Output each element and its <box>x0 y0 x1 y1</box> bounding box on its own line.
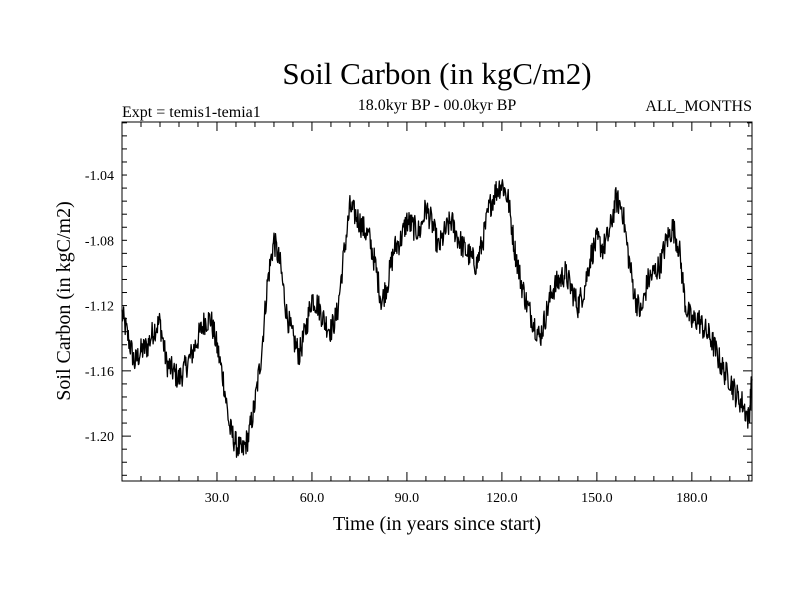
plot-frame <box>121 121 753 482</box>
experiment-label: Expt = temis1-temia1 <box>122 104 261 121</box>
x-tick-label: 120.0 <box>486 491 518 506</box>
x-axis-ticks <box>140 122 750 481</box>
x-tick-label: 60.0 <box>300 491 325 506</box>
y-tick-label: -1.20 <box>85 430 114 445</box>
x-tick-label: 90.0 <box>395 491 420 506</box>
y-axis-label: Soil Carbon (in kgC/m2) <box>53 201 75 400</box>
x-tick-label: 180.0 <box>676 491 708 506</box>
x-axis-label: Time (in years since start) <box>333 513 541 535</box>
time-range-label: 18.0kyr BP - 00.0kyr BP <box>358 97 517 114</box>
soil-carbon-series-line <box>121 179 753 458</box>
y-tick-label: -1.12 <box>85 300 114 315</box>
y-tick-label: -1.04 <box>85 169 114 184</box>
y-tick-label: -1.08 <box>85 234 114 249</box>
y-axis-tick-labels: -1.04 -1.08 -1.12 -1.16 -1.20 <box>85 169 114 445</box>
x-tick-label: 30.0 <box>205 491 230 506</box>
x-axis-tick-labels: 30.0 60.0 90.0 120.0 150.0 180.0 <box>205 491 708 506</box>
x-tick-label: 150.0 <box>581 491 613 506</box>
chart-title: Soil Carbon (in kgC/m2) <box>282 56 591 91</box>
y-tick-label: -1.16 <box>85 365 114 380</box>
months-label: ALL_MONTHS <box>645 98 752 115</box>
